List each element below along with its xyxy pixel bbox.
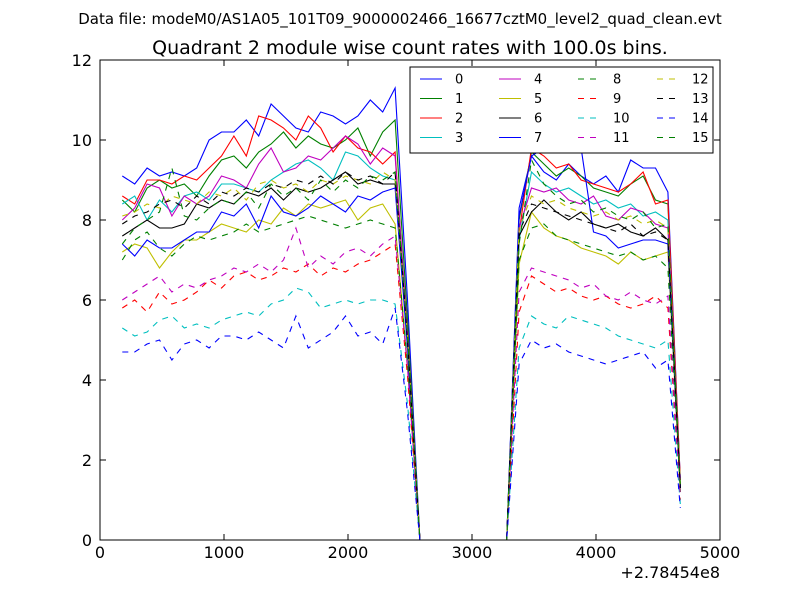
series-line-14 [122, 307, 681, 541]
x-tick-label: 1000 [204, 543, 245, 562]
y-tick-label: 2 [82, 451, 92, 470]
series-layer [121, 85, 681, 541]
y-tick-label: 6 [82, 291, 92, 310]
series-line-13 [122, 170, 681, 541]
y-tick-label: 12 [72, 51, 92, 70]
series-line-7 [121, 135, 681, 541]
legend-label-1: 1 [455, 92, 463, 107]
x-tick-label: 4000 [576, 543, 617, 562]
y-tick-label: 0 [82, 531, 92, 550]
y-tick-label: 8 [82, 211, 92, 230]
series-line-0 [122, 85, 681, 541]
x-tick-label: 5000 [700, 543, 741, 562]
legend-label-5: 5 [534, 92, 542, 107]
x-tick-label: 2000 [328, 543, 369, 562]
x-tick-label: 3000 [452, 543, 493, 562]
series-line-5 [122, 199, 681, 541]
x-tick-label: 0 [95, 543, 105, 562]
y-tick-label: 10 [72, 131, 92, 150]
series-line-9 [122, 243, 681, 541]
legend-label-4: 4 [534, 73, 542, 88]
series-line-15 [121, 158, 681, 541]
x-axis-offset-label: +2.78454e8 [620, 563, 720, 582]
chart-title: Quadrant 2 module wise count rates with … [152, 37, 668, 59]
legend-box [409, 66, 714, 154]
legend-label-8: 8 [613, 73, 621, 88]
series-line-8 [121, 215, 681, 541]
legend-label-11: 11 [613, 131, 630, 146]
legend-label-3: 3 [455, 131, 463, 146]
legend-label-12: 12 [692, 73, 709, 88]
legend-label-9: 9 [613, 92, 621, 107]
chart-suptitle: Data file: modeM0/AS1A05_101T09_90000024… [78, 10, 722, 29]
series-line-10 [122, 287, 681, 541]
series-line-4 [121, 135, 681, 541]
series-line-11 [122, 226, 681, 541]
series-line-12 [122, 171, 681, 541]
y-tick-label: 4 [82, 371, 92, 390]
legend-label-2: 2 [455, 112, 463, 127]
legend-label-6: 6 [534, 112, 542, 127]
legend-label-15: 15 [692, 131, 709, 146]
legend-label-14: 14 [692, 112, 709, 127]
legend-label-13: 13 [692, 92, 709, 107]
legend-label-0: 0 [455, 73, 463, 88]
legend-label-10: 10 [613, 112, 630, 127]
legend-label-7: 7 [534, 131, 542, 146]
